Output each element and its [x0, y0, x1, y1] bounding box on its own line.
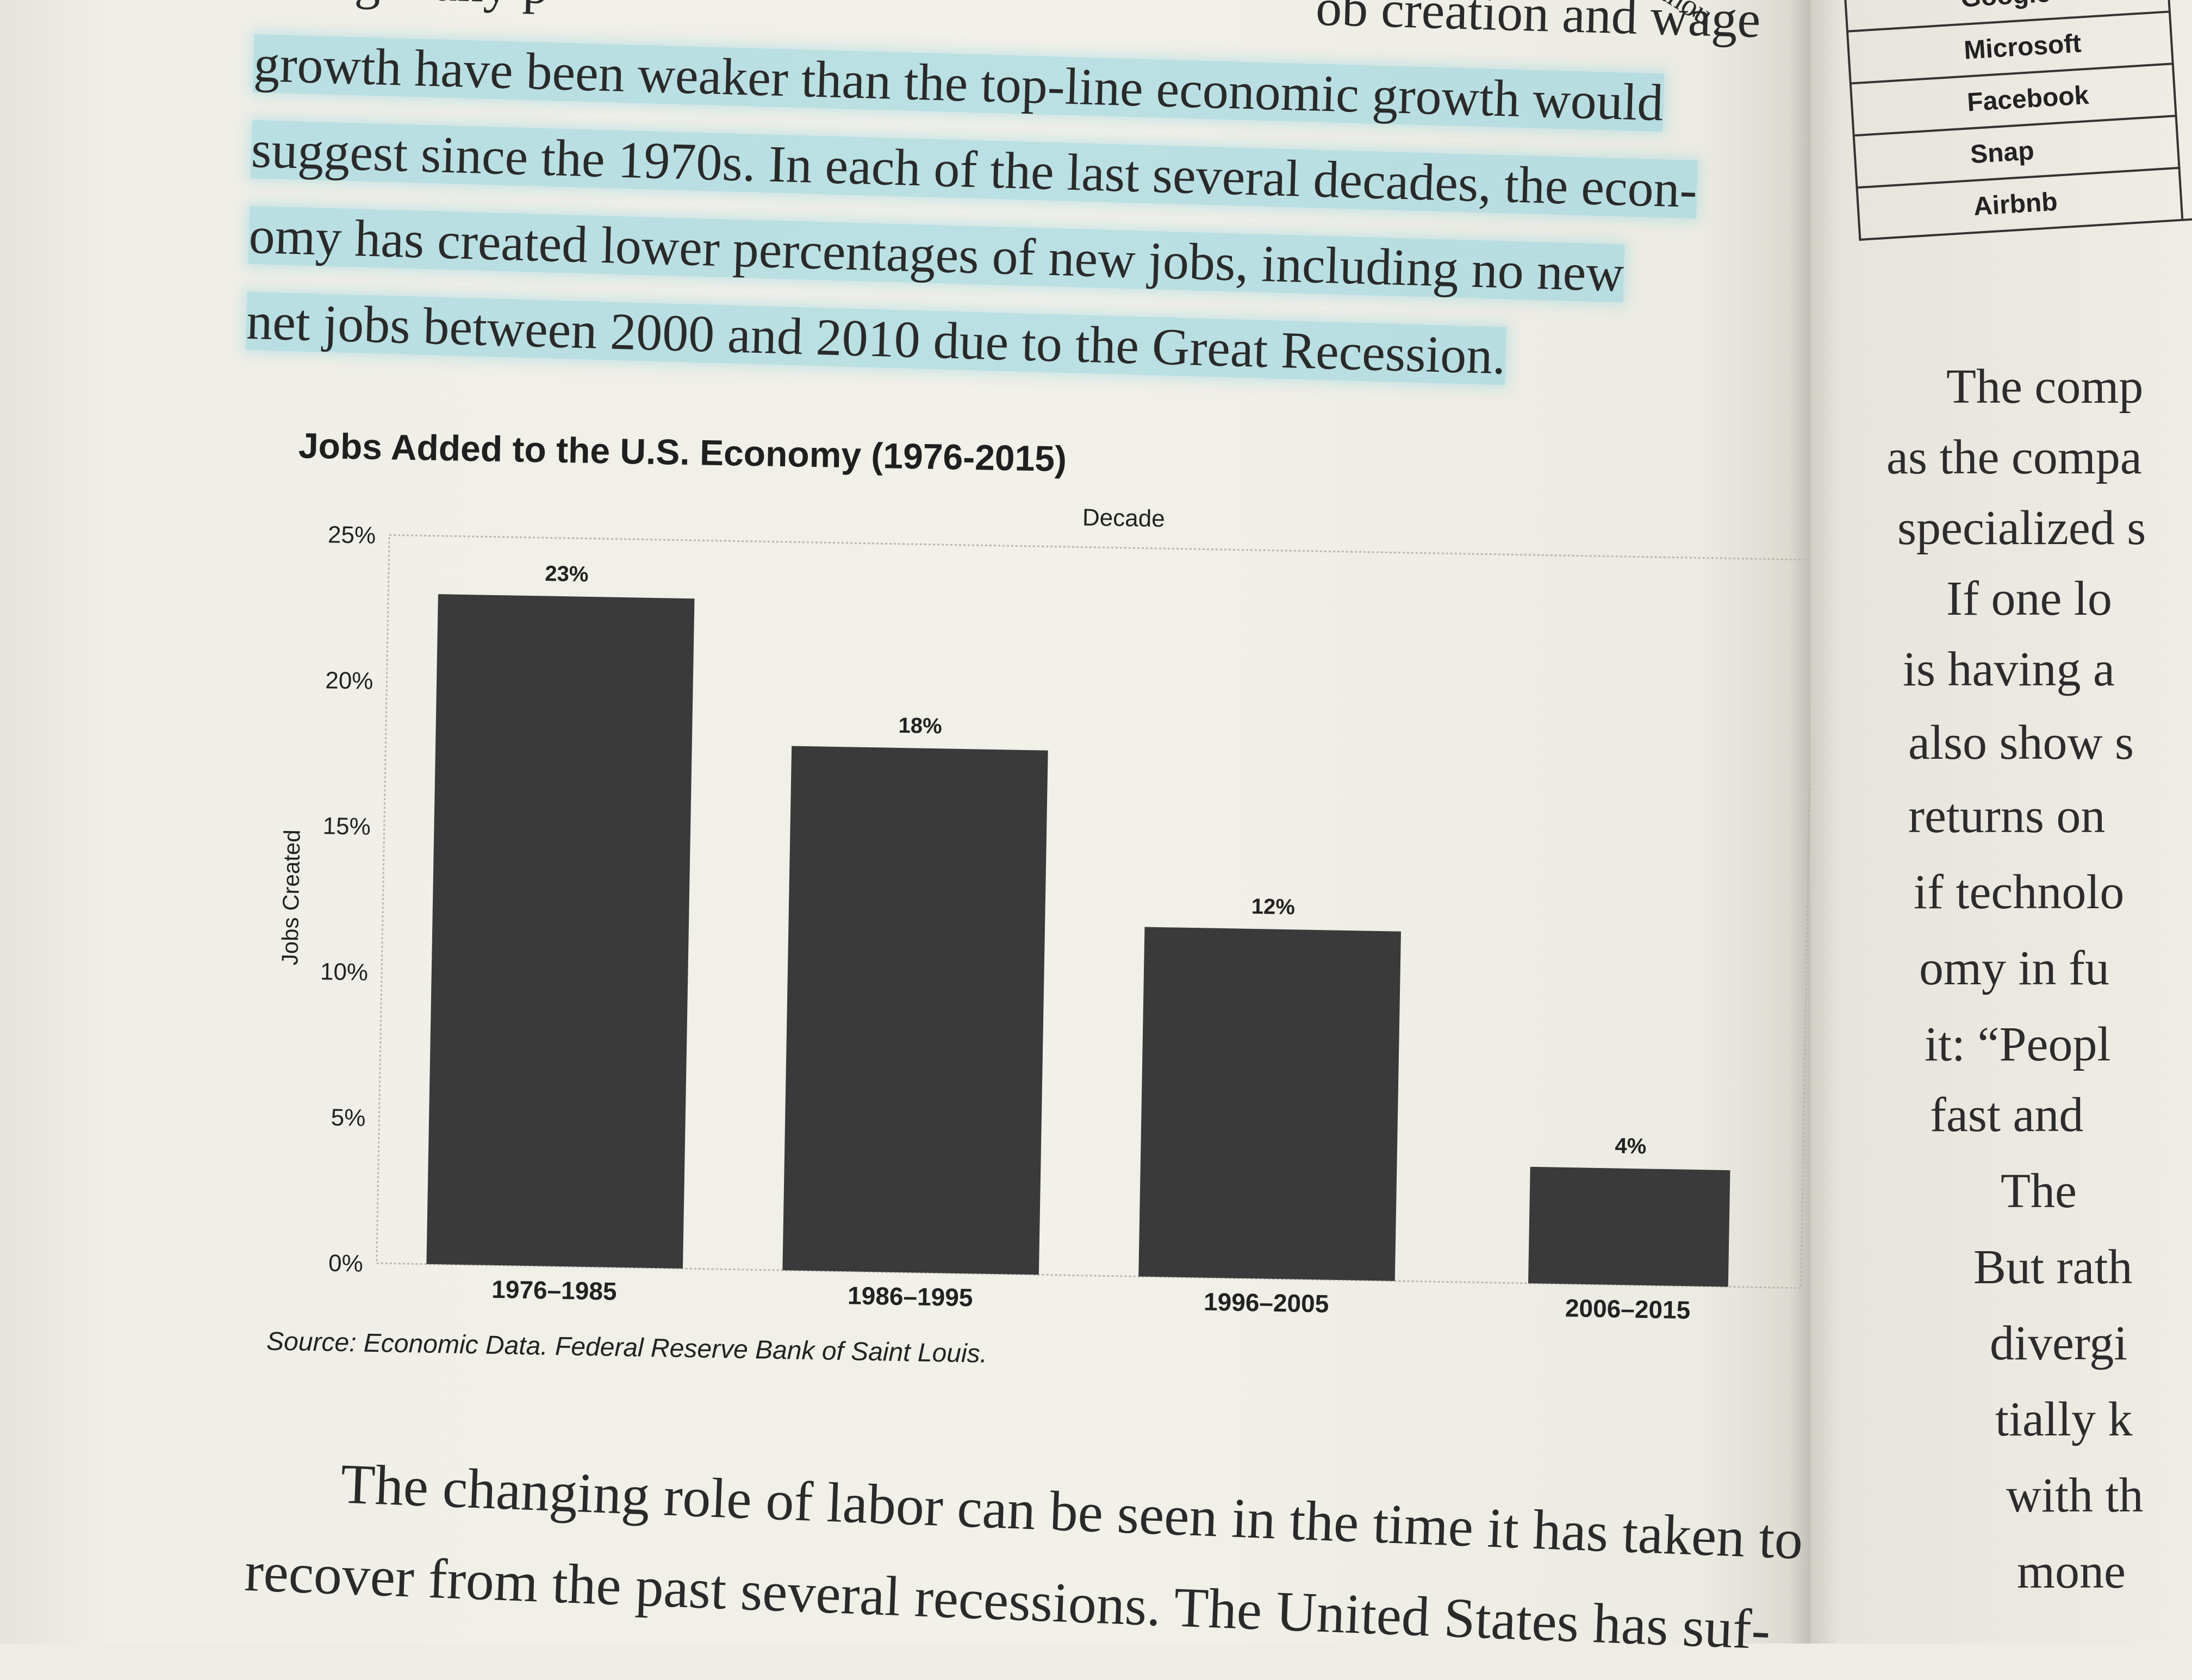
right-page-line: mone	[2017, 1545, 2126, 1598]
top-paragraph: hiring many p ob creation and wage witho…	[245, 0, 1777, 407]
right-page-line: The comp	[1946, 360, 2144, 414]
bar-value-label: 18%	[898, 714, 942, 738]
right-page-line: it: “Peopl	[1925, 1017, 2111, 1071]
y-tick-label: 0%	[328, 1250, 363, 1277]
bar	[1528, 1166, 1730, 1287]
bar-chart-figure: Jobs Added to the U.S. Economy (1976-201…	[239, 413, 1832, 1419]
bar-chart: Decade Jobs Created 0% 5% 10% 15% 20% 25% 23% 197…	[277, 504, 1815, 1324]
x-tick-label: 1996–2005	[1204, 1288, 1329, 1318]
bar-value-label: 4%	[1615, 1134, 1647, 1158]
right-page-line: tially k	[1995, 1392, 2133, 1446]
y-tick-label: 25%	[328, 521, 376, 549]
right-page-line: returns on	[1908, 789, 2106, 843]
bar	[1138, 927, 1401, 1281]
plot-frame	[376, 534, 1815, 1289]
right-page-line: if technolo	[1914, 865, 2125, 919]
x-tick-label: 1986–1995	[848, 1281, 973, 1311]
right-page-line: as the compa	[1886, 430, 2142, 484]
x-axis-label: Decade	[1082, 504, 1166, 533]
right-page-line: is having a	[1903, 642, 2115, 696]
right-page-line: also show s	[1908, 716, 2134, 770]
right-page-text: The comp as the compa specialized s If one …	[1810, 0, 2192, 1644]
x-tick-label: 1976–1985	[491, 1275, 617, 1306]
right-page-line: If one lo	[1946, 572, 2112, 626]
right-page-line: The	[2001, 1164, 2077, 1218]
bar	[426, 594, 695, 1269]
y-tick-label: 10%	[320, 958, 369, 986]
bar-value-label: 12%	[1251, 895, 1296, 919]
y-tick-label: 20%	[325, 667, 373, 695]
right-page-line: fast and	[1930, 1088, 2084, 1142]
right-page: GoogleMicrosoftFacebookSnapAirbnb The co…	[1810, 0, 2192, 1644]
y-tick-label: 5%	[331, 1104, 365, 1132]
right-page-line: specialized s	[1897, 501, 2146, 555]
right-page-line: But rath	[1973, 1240, 2133, 1294]
right-page-line: divergi	[1990, 1316, 2128, 1370]
right-page-line: with th	[2006, 1469, 2144, 1522]
bar-value-label: 23%	[545, 562, 589, 586]
bar	[782, 746, 1048, 1275]
y-axis-label: Jobs Created	[277, 829, 304, 966]
x-tick-label: 2006–2015	[1565, 1294, 1691, 1324]
y-tick-label: 15%	[322, 813, 371, 840]
right-page-line: omy in fu	[1919, 941, 2109, 995]
